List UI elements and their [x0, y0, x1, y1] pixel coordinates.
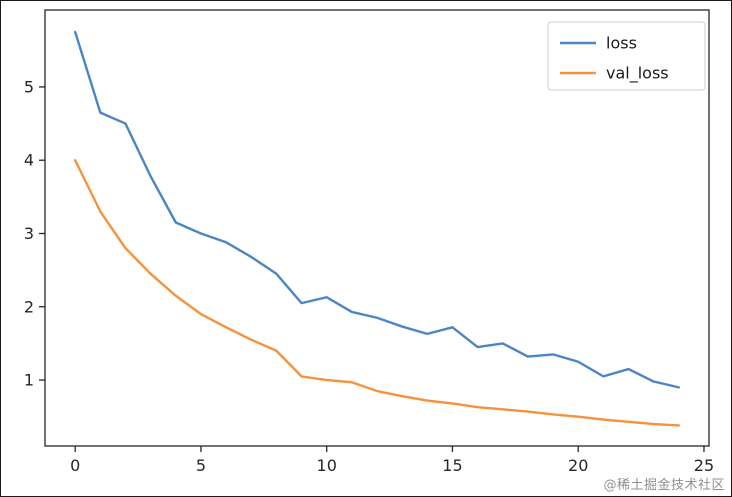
axes-box	[44, 9, 710, 447]
x-tick-label: 20	[568, 456, 588, 475]
x-tick-label: 0	[70, 456, 80, 475]
watermark-text: @稀土掘金技术社区	[603, 478, 725, 493]
y-tick-label: 3	[24, 224, 34, 243]
legend-label-val_loss: val_loss	[606, 64, 669, 84]
y-tick-label: 2	[24, 297, 34, 316]
x-tick-label: 10	[317, 456, 337, 475]
val_loss-line	[73, 159, 681, 427]
x-tick-label: 25	[694, 456, 714, 475]
loss-line	[73, 30, 681, 389]
x-tick-label: 15	[442, 456, 462, 475]
y-tick-label: 4	[24, 151, 34, 170]
y-tick-label: 5	[24, 77, 34, 96]
legend-label-loss: loss	[606, 34, 637, 53]
y-tick-label: 1	[24, 371, 34, 390]
x-tick-label: 5	[196, 456, 206, 475]
